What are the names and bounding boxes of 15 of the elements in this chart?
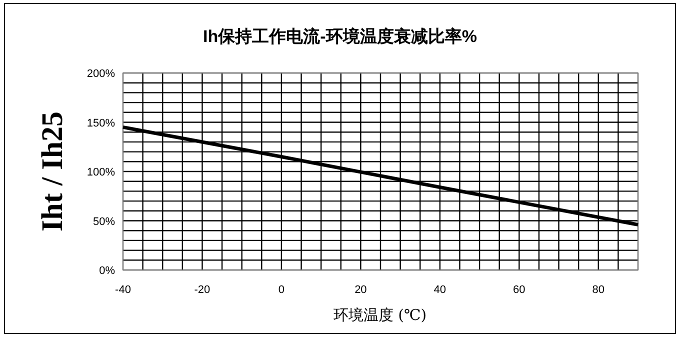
y-tick-label: 100% xyxy=(86,166,116,178)
x-tick-label: -40 xyxy=(115,284,131,296)
x-axis-title: 环境温度 (℃) xyxy=(333,306,427,324)
y-tick-label: 50% xyxy=(92,216,116,228)
y-tick-label: 150% xyxy=(86,117,116,130)
x-tick-label: 80 xyxy=(592,284,605,296)
chart-title: Ih保持工作电流-环境温度衰减比率% xyxy=(203,27,477,46)
x-tick-label: 0 xyxy=(278,284,285,296)
y-tick-label: 0% xyxy=(99,265,116,277)
x-tick-label: -20 xyxy=(194,284,210,296)
x-tick-label: 60 xyxy=(513,284,526,296)
x-tick-label: 20 xyxy=(354,284,367,296)
y-axis-title: Iht / Ih25 xyxy=(36,111,69,232)
x-tick-label: 40 xyxy=(434,284,446,296)
y-tick-label: 200% xyxy=(86,68,116,80)
